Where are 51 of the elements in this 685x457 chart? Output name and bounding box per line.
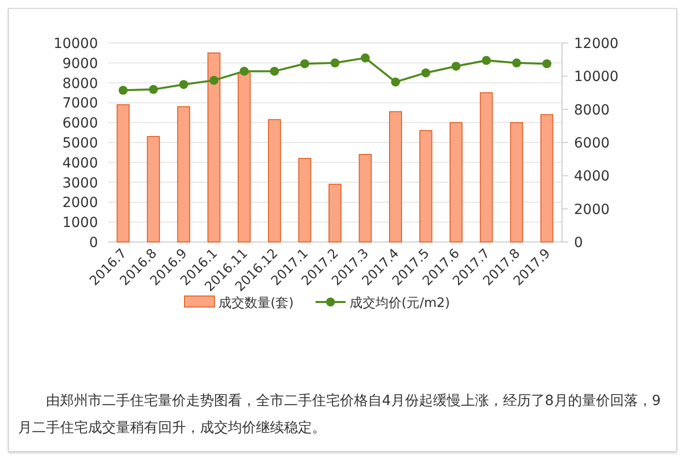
bar xyxy=(116,104,130,242)
y-tick-label: 6000 xyxy=(62,116,98,132)
bar xyxy=(358,154,372,242)
text: 由郑州市二手住宅量价走势图看，全市二手住宅价格自4月份起缓慢上涨，经历了8月的量价回落，9月二手住宅成交量稍有回升，成交均价继续稳定。 xyxy=(18,392,662,438)
point xyxy=(148,84,158,94)
bar xyxy=(238,72,251,242)
y-tick-label: 8000 xyxy=(62,76,98,92)
point xyxy=(421,68,430,78)
point xyxy=(512,58,522,68)
bar xyxy=(268,119,281,242)
bar xyxy=(146,136,160,242)
point xyxy=(209,76,218,85)
y2-tick-label: 4000 xyxy=(574,168,610,185)
y-tick-label: 1000 xyxy=(62,215,98,232)
point xyxy=(118,86,128,95)
y-tick-label: 3000 xyxy=(62,175,98,192)
y2-tick-label: 6000 xyxy=(574,136,610,152)
y2-tick-label: 10000 xyxy=(574,69,619,86)
point xyxy=(482,56,491,65)
y2-tick-label: 8000 xyxy=(574,102,610,118)
y-tick-label: 0 xyxy=(89,235,98,251)
y-tick-label: 4000 xyxy=(62,155,98,172)
y-tick-label: 7000 xyxy=(62,96,98,112)
bar xyxy=(419,130,432,242)
bar xyxy=(177,106,190,242)
bar xyxy=(480,92,493,242)
y2-tick-label: 0 xyxy=(574,235,583,251)
bar xyxy=(510,122,524,242)
point xyxy=(179,80,188,89)
point xyxy=(300,59,310,68)
bar xyxy=(540,114,554,242)
point xyxy=(330,58,340,68)
bar xyxy=(298,158,312,242)
point xyxy=(240,66,249,76)
y-tick-label: 9000 xyxy=(62,56,98,72)
y-tick-label: 5000 xyxy=(62,136,98,152)
bar xyxy=(450,122,463,242)
bar xyxy=(328,184,342,242)
y-tick-label: 2000 xyxy=(62,195,98,212)
point xyxy=(542,59,552,68)
point xyxy=(452,62,461,71)
bar xyxy=(207,52,220,242)
point xyxy=(270,66,279,76)
y2-tick-label: 12000 xyxy=(574,36,619,52)
legend-label: 成交数量(套) xyxy=(218,295,294,311)
y2-tick-label: 2000 xyxy=(574,202,610,218)
bar xyxy=(389,111,402,242)
point xyxy=(360,53,370,62)
legend-label: 成交均价(元/m2) xyxy=(350,295,450,311)
point xyxy=(391,77,400,86)
y-tick-label: 10000 xyxy=(53,36,98,52)
